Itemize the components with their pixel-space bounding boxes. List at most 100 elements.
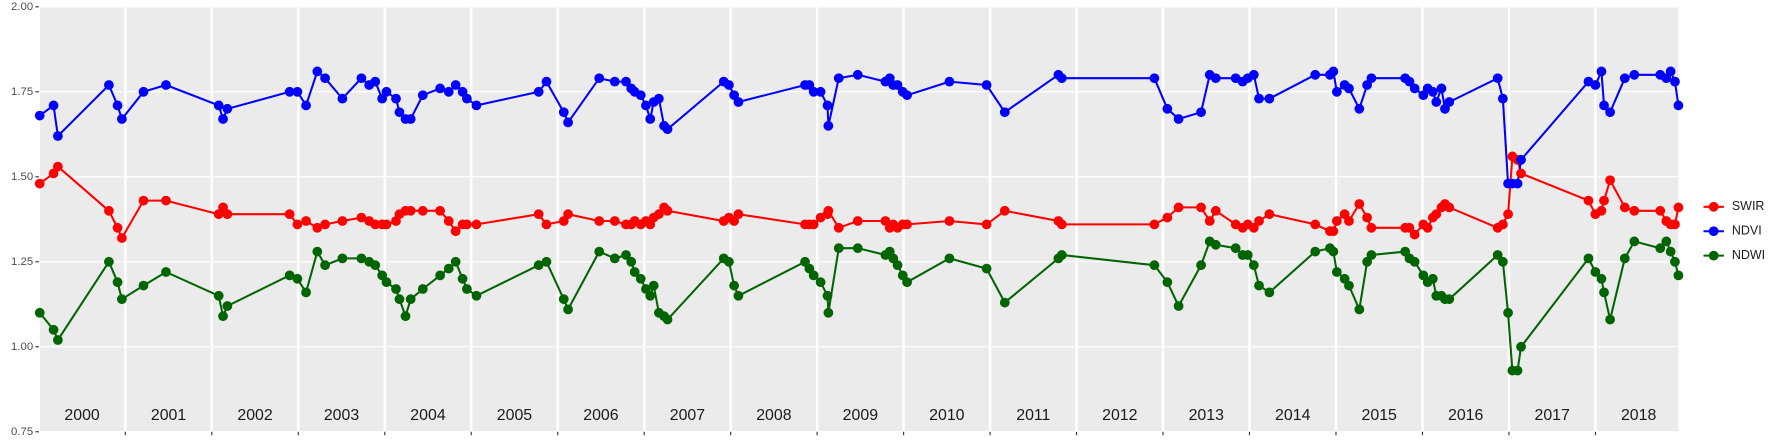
data-point [116, 294, 127, 305]
data-point [1196, 202, 1206, 213]
data-point [1366, 250, 1377, 260]
data-point [902, 90, 912, 101]
data-point [662, 124, 673, 135]
data-point [138, 195, 149, 206]
data-point [462, 93, 472, 104]
data-point [944, 216, 955, 226]
data-point [450, 226, 461, 237]
data-point [1629, 205, 1640, 216]
data-point [320, 73, 330, 84]
data-point [1583, 195, 1594, 206]
data-point [370, 76, 381, 87]
data-point [1210, 239, 1221, 250]
data-point [1056, 73, 1067, 84]
data-point [653, 93, 664, 104]
data-point [161, 267, 171, 277]
data-point [1210, 205, 1221, 216]
data-point [609, 253, 620, 264]
data-point [1149, 73, 1160, 84]
data-point [1516, 154, 1526, 165]
data-point [462, 284, 472, 294]
data-point [999, 107, 1010, 118]
data-point [450, 80, 461, 90]
data-point [1162, 212, 1173, 223]
data-point [1427, 86, 1438, 97]
year-label: 2002 [237, 407, 273, 424]
data-point [833, 243, 844, 254]
data-point [1673, 100, 1684, 111]
year-label: 2007 [670, 407, 706, 424]
data-point [112, 277, 123, 288]
data-point [337, 93, 348, 104]
data-point [337, 253, 348, 264]
year-label: 2006 [583, 407, 619, 424]
data-point [1409, 229, 1420, 240]
year-label: 2003 [324, 407, 360, 424]
data-point [1310, 219, 1321, 230]
data-point [1655, 205, 1666, 216]
data-point [435, 83, 445, 94]
data-point [662, 205, 673, 216]
data-point [981, 80, 992, 90]
data-point [1162, 277, 1173, 288]
data-point [541, 256, 552, 267]
data-point [1605, 107, 1615, 118]
data-point [541, 76, 552, 87]
data-point [621, 76, 631, 87]
data-point [1655, 243, 1666, 254]
year-label: 2015 [1362, 407, 1398, 424]
year-label: 2005 [497, 407, 533, 424]
data-point [443, 263, 454, 274]
data-point [391, 93, 401, 104]
data-point [724, 256, 734, 267]
data-point [533, 209, 544, 220]
data-point [823, 307, 834, 318]
data-point [356, 212, 367, 223]
data-point [808, 86, 819, 97]
data-point [405, 205, 416, 216]
data-point [733, 290, 744, 301]
data-point [394, 107, 405, 118]
data-point [1436, 83, 1447, 94]
data-point [1056, 219, 1067, 230]
data-point [104, 80, 114, 90]
data-point [34, 307, 45, 318]
data-point [1516, 341, 1526, 352]
y-tick-label: 1.50 [11, 171, 33, 183]
year-label: 2013 [1189, 407, 1225, 424]
data-point [1503, 209, 1513, 220]
data-point [301, 287, 311, 298]
data-point [563, 304, 573, 315]
data-point [284, 270, 295, 281]
data-point [405, 114, 416, 124]
data-point [1331, 216, 1342, 226]
data-point [1596, 66, 1607, 77]
data-point [1248, 69, 1259, 80]
data-point [471, 100, 482, 111]
data-point [1661, 236, 1672, 247]
data-point [1210, 73, 1221, 84]
data-point [1599, 100, 1609, 111]
data-point [1673, 202, 1684, 213]
data-point [1248, 222, 1259, 233]
data-point [34, 110, 45, 121]
data-point [356, 253, 367, 264]
data-point [443, 216, 454, 226]
data-point [138, 280, 149, 291]
data-point [213, 100, 224, 111]
data-point [833, 222, 844, 233]
data-point [1354, 103, 1365, 114]
data-point [301, 216, 311, 226]
data-point [1344, 83, 1354, 94]
data-point [1173, 202, 1184, 213]
year-label: 2000 [64, 407, 100, 424]
data-point [808, 270, 819, 281]
data-point [1264, 287, 1275, 298]
data-point [815, 86, 826, 97]
data-point [1056, 250, 1067, 260]
data-point [1497, 219, 1508, 230]
data-point [1149, 219, 1160, 230]
data-point [1196, 260, 1206, 271]
data-point [1328, 226, 1339, 237]
